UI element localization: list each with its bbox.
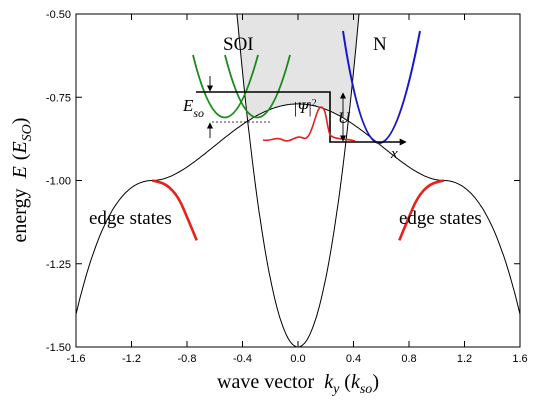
x-tick-label: 1.2 (457, 353, 472, 365)
y-tick-label: -0.50 (46, 9, 71, 21)
y-tick-label: -0.75 (46, 92, 71, 104)
x-tick-label: 1.6 (512, 353, 527, 365)
inset-sketch: SOI N Eso |Ψ|2 U x (182, 30, 421, 162)
u-label: U (338, 110, 351, 127)
edge-states-left-label: edge states (89, 208, 172, 229)
y-tick-label: -1.00 (46, 176, 71, 188)
x-axis-label: wave vector ky (kso) (217, 371, 379, 397)
x-tick-label: -0.8 (178, 353, 197, 365)
y-axis-label: energyE(ESO) (9, 118, 35, 243)
bulk-continuum-region (76, 14, 520, 121)
eso-label: Eso (182, 96, 204, 120)
y-tick-label: -1.50 (46, 342, 71, 354)
y-tick-label: -1.25 (46, 259, 71, 271)
outer-band-line (76, 103, 520, 315)
x-tick-label: 0.8 (401, 353, 416, 365)
plot-area (76, 14, 520, 347)
x-label: x (390, 146, 398, 162)
x-tick-label: -0.4 (233, 353, 252, 365)
x-axis-ticks: -1.6 -1.2 -0.8 -0.4 0.0 0.4 0.8 1.2 1.6 (67, 14, 528, 365)
x-tick-label: 0.0 (290, 353, 305, 365)
edge-state-right-line (398, 179, 445, 241)
psi-label: |Ψ|2 (294, 98, 317, 117)
n-label: N (373, 34, 387, 55)
soi-parabola-left (192, 54, 259, 119)
edge-state-left-line (151, 179, 198, 241)
soi-parabola-right (224, 54, 291, 119)
x-tick-label: 0.4 (346, 353, 361, 365)
wavefunction-line (262, 106, 356, 142)
soi-label: SOI (223, 34, 254, 55)
edge-states-right-label: edge states (399, 208, 482, 229)
y-axis-ticks: -0.50 -0.75 -1.00 -1.25 -1.50 (46, 9, 520, 354)
x-tick-label: -1.6 (67, 353, 86, 365)
x-tick-label: -1.2 (122, 353, 141, 365)
